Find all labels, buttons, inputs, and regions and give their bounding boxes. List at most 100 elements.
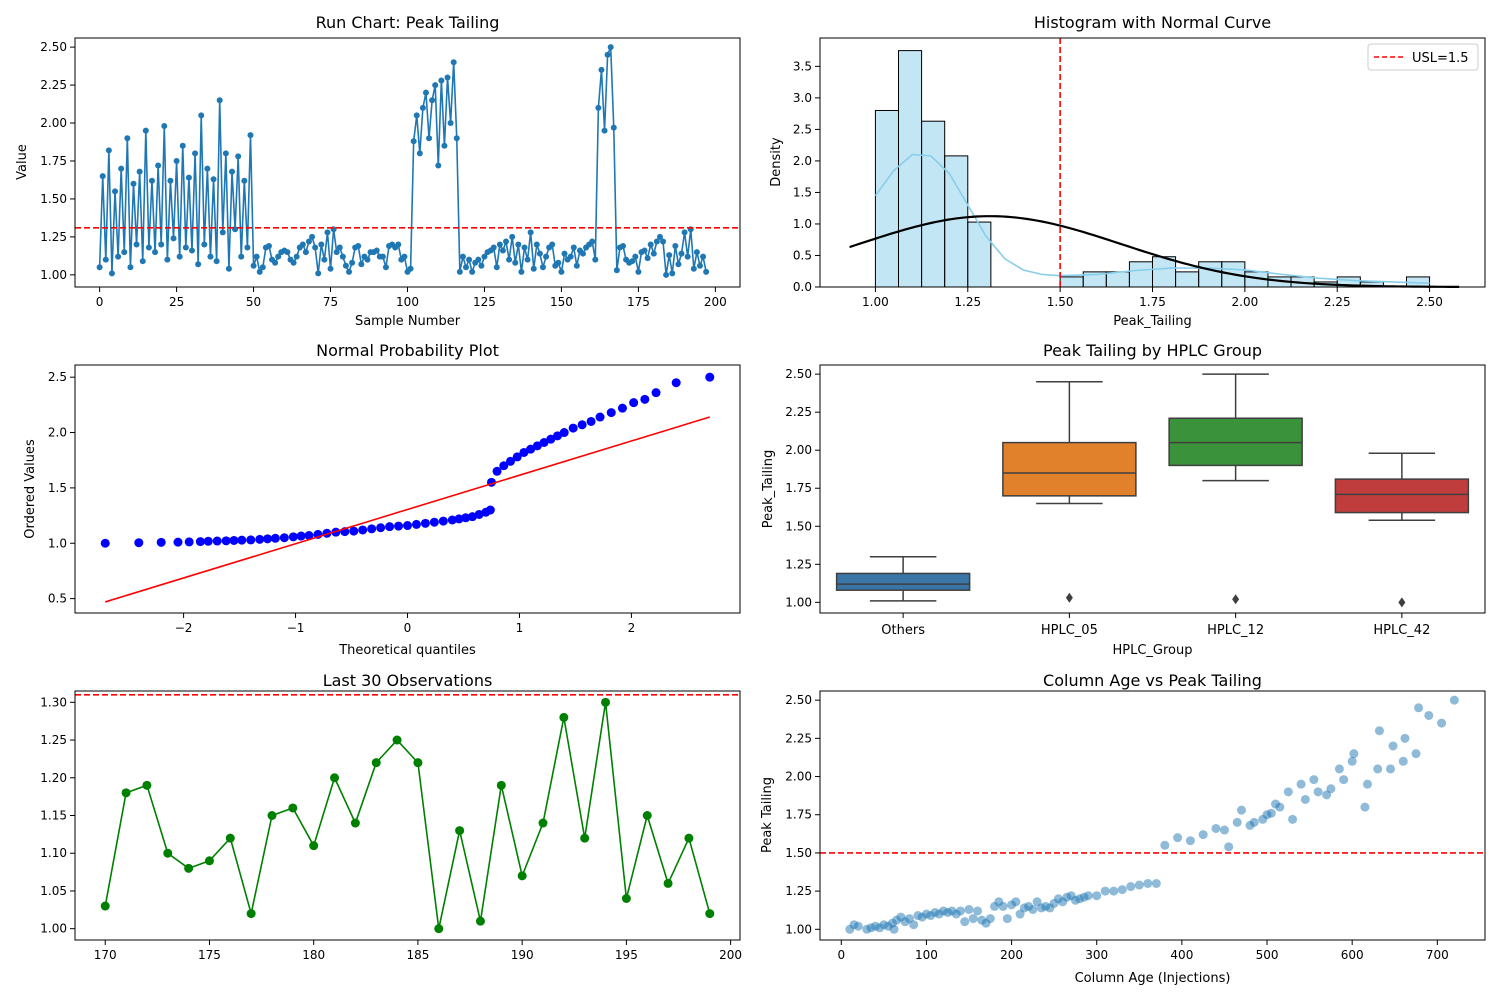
run-point (539, 264, 546, 271)
run-point (118, 165, 125, 172)
histogram-title: Histogram with Normal Curve (1034, 13, 1271, 32)
box-outlier (1398, 597, 1406, 608)
run-point (533, 241, 540, 248)
column-age-point (1296, 779, 1306, 789)
run-point (426, 135, 433, 142)
column-age-point (1313, 787, 1323, 797)
qq-point (184, 537, 194, 547)
qq-point (403, 521, 412, 531)
qq-plot-y-label: Ordered Values (23, 439, 38, 539)
last30-point (142, 780, 152, 790)
y-tick-label: 1.75 (785, 808, 812, 822)
x-tick-label: 200 (719, 948, 742, 962)
histogram-y-label: Density (769, 137, 784, 187)
box-plot-frame (819, 364, 1486, 614)
run-point (684, 253, 691, 260)
run-point (490, 244, 497, 251)
x-tick-label: −1 (287, 621, 305, 635)
run-point (469, 268, 476, 275)
column-age-point (1283, 787, 1293, 797)
run-point (496, 241, 503, 248)
run-point (444, 74, 451, 81)
run-point (188, 247, 195, 254)
run-chart-x-ticks: 0 25 50 75 100 125 150 175 200 (96, 287, 727, 309)
histogram-bar (1059, 276, 1084, 288)
column-age-point (1126, 882, 1136, 892)
column-age-point (1117, 885, 1127, 895)
qq-point (595, 412, 605, 422)
column-age-point (1373, 764, 1383, 774)
qq-point (229, 535, 239, 545)
run-point (136, 168, 143, 175)
column-age-point (1083, 891, 1093, 901)
run-point (681, 229, 688, 236)
box-plot-y-label: Peak_Tailing (761, 450, 776, 528)
run-point (355, 243, 362, 250)
run-point (358, 261, 365, 268)
run-point (509, 233, 516, 240)
x-tick-label: 2.25 (1324, 295, 1351, 309)
x-tick-label: 200 (1000, 948, 1023, 962)
y-tick-label: 3.5 (793, 59, 812, 73)
last30-point (225, 833, 235, 843)
run-point (142, 127, 149, 134)
run-point (275, 253, 282, 260)
qq-point (617, 403, 627, 413)
x-tick-label: HPLC_42 (1373, 623, 1430, 638)
run-chart-panel: 0 25 50 75 100 125 150 175 200 1.00 1.25 1.50 1.75 2… (15, 13, 741, 329)
column-age-point (1266, 808, 1276, 818)
column-age-point (1288, 814, 1298, 824)
column-age-title: Column Age vs Peak Tailing (1043, 671, 1262, 690)
histogram-x-label: Peak_Tailing (1113, 314, 1191, 329)
column-age-point (1334, 764, 1344, 774)
run-point (478, 262, 485, 269)
run-point (382, 264, 389, 271)
run-point (672, 243, 679, 250)
column-age-point (1232, 817, 1242, 827)
column-age-point (1449, 695, 1459, 705)
qq-point (385, 522, 395, 532)
box-iqr (835, 572, 971, 591)
last30-point (350, 818, 360, 828)
x-tick-label: 300 (1085, 948, 1108, 962)
qq-point (203, 536, 213, 546)
run-point (265, 243, 272, 250)
y-tick-label: 2.00 (40, 116, 67, 130)
last30-point (475, 916, 485, 926)
qq-point (526, 444, 536, 454)
qq-point (195, 537, 205, 547)
run-point (435, 162, 442, 169)
y-tick-label: 1.5 (48, 481, 67, 495)
run-point (481, 253, 488, 260)
column-age-point (955, 906, 965, 916)
histogram-bar (967, 221, 992, 288)
column-age-x-label: Column Age (Injections) (1075, 971, 1231, 986)
x-tick-label: 700 (1426, 948, 1449, 962)
column-age-point (1002, 914, 1012, 924)
qq-plot-title: Normal Probability Plot (316, 341, 499, 360)
run-point (524, 256, 531, 263)
run-point (579, 250, 586, 257)
x-tick-label: 2.50 (1416, 295, 1443, 309)
last30-point (434, 924, 444, 934)
box-plot-panel: Others HPLC_05 HPLC_12 HPLC_42 1.00 1.25 1.50… (761, 341, 1486, 658)
run-point (700, 253, 707, 260)
histogram-normal-curve (849, 215, 1460, 288)
run-point (222, 150, 229, 157)
box-hplc_42 (1334, 452, 1470, 608)
qq-point (429, 517, 439, 527)
x-tick-label: 2 (628, 621, 636, 635)
last30-point (601, 697, 611, 707)
run-point (247, 132, 254, 139)
run-point (102, 256, 109, 263)
last30-point (621, 894, 631, 903)
column-age-point (1151, 878, 1161, 888)
run-point (641, 247, 648, 254)
column-age-point (1347, 756, 1357, 766)
y-tick-label: 1.00 (785, 595, 812, 609)
y-tick-label: 1.50 (785, 846, 812, 860)
column-age-point (973, 906, 983, 916)
column-age-point (1414, 703, 1424, 713)
legend-usl-label: USL=1.5 (1412, 51, 1469, 66)
column-age-point (1011, 897, 1021, 907)
